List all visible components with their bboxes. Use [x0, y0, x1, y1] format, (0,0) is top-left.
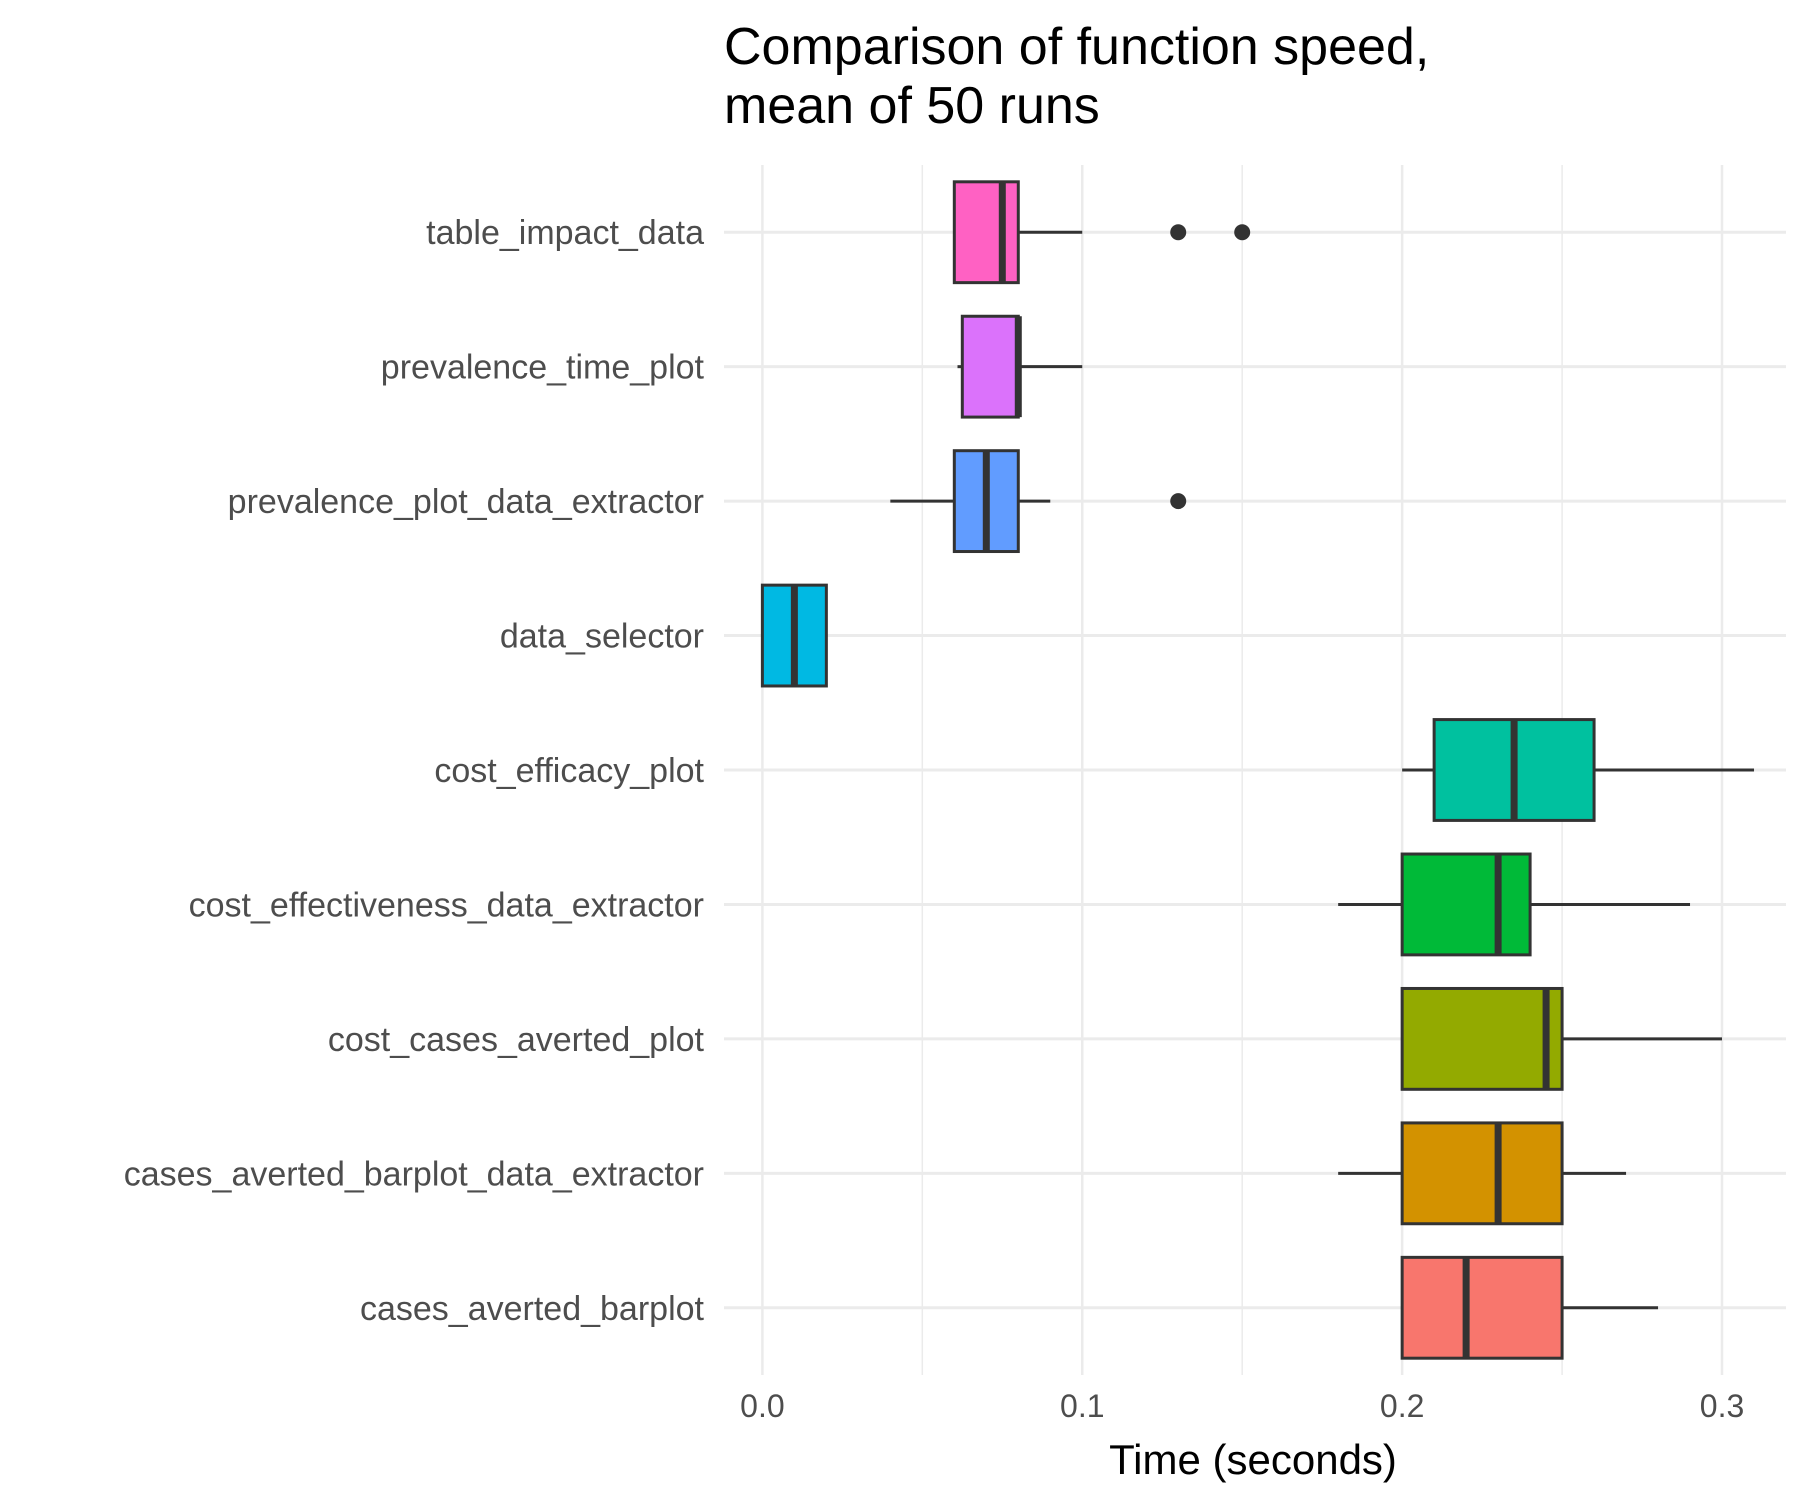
x-axis-title: Time (seconds): [1109, 1436, 1397, 1483]
x-tick-label: 0.2: [1380, 1388, 1424, 1424]
category-label: cases_averted_barplot: [360, 1290, 705, 1328]
outlier-point: [1170, 493, 1187, 510]
box-group: [1338, 1121, 1627, 1226]
category-label: cases_averted_barplot_data_extractor: [124, 1155, 704, 1193]
chart-title-line-2: mean of 50 runs: [724, 77, 1100, 135]
chart-title-line-1: Comparison of function speed,: [724, 18, 1429, 76]
x-tick-label: 0.3: [1700, 1388, 1744, 1424]
box: [1400, 1255, 1564, 1360]
outlier-point: [1170, 224, 1187, 241]
box-group: [957, 314, 1083, 419]
box-group: [890, 449, 1187, 554]
x-tick-label: 0.1: [1060, 1388, 1104, 1424]
category-label: cost_cases_averted_plot: [328, 1021, 705, 1059]
box-group: [952, 180, 1251, 285]
box: [1400, 986, 1564, 1091]
box-layer: [760, 180, 1755, 1360]
box: [1400, 852, 1532, 957]
box-group: [1402, 718, 1755, 822]
category-label: prevalence_time_plot: [381, 349, 705, 387]
box: [960, 314, 1020, 419]
box-group: [1338, 852, 1691, 957]
box: [952, 180, 1020, 285]
box: [1400, 1121, 1564, 1226]
category-label: cost_effectiveness_data_extractor: [189, 886, 704, 924]
chart-title: Comparison of function speed, mean of 50…: [724, 18, 1429, 135]
box-group: [1400, 986, 1723, 1091]
box-group: [760, 583, 828, 688]
box-group: [1400, 1255, 1659, 1360]
x-tick-labels: 0.0 0.1 0.2 0.3: [740, 1388, 1744, 1424]
outlier-point: [1234, 224, 1251, 241]
category-label: prevalence_plot_data_extractor: [228, 483, 704, 521]
category-labels: table_impact_data prevalence_time_plotpre…: [124, 214, 705, 1328]
category-label: table_impact_data: [426, 214, 704, 252]
category-label: data_selector: [500, 618, 704, 656]
x-tick-label: 0.0: [740, 1388, 784, 1424]
category-label: cost_efficacy_plot: [434, 752, 704, 790]
